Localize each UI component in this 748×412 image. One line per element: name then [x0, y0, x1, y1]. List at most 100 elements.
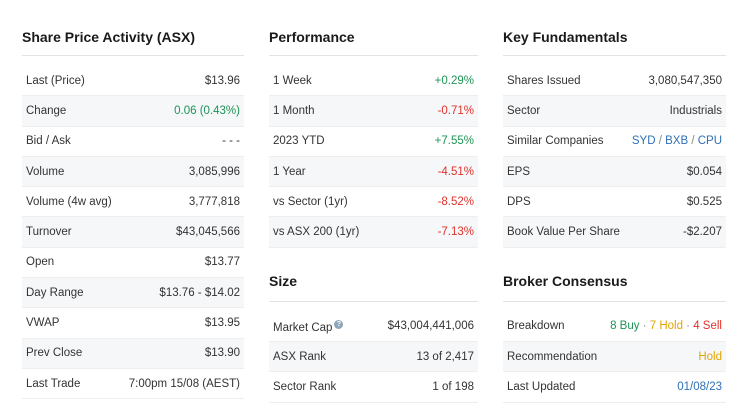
- recommendation-value: Hold: [698, 350, 722, 363]
- row-value: 0.06 (0.43%): [174, 104, 240, 117]
- row-value: $13.77: [204, 256, 240, 269]
- share-price-section: Share Price Activity (ASX) Last (Price) $…: [22, 0, 244, 400]
- row-value: $0.054: [686, 165, 722, 178]
- row-label: 1 Week: [273, 74, 312, 87]
- table-row: Volume 3,085,996: [22, 156, 244, 188]
- row-value: 3,085,996: [188, 165, 240, 178]
- last-updated-value: 01/08/23: [677, 381, 722, 394]
- row-label: Sector: [507, 104, 541, 117]
- table-row: Last Updated 01/08/23: [503, 372, 726, 403]
- row-value: 1 of 198: [432, 381, 474, 394]
- row-value: 13 of 2,417: [416, 350, 474, 363]
- row-label: VWAP: [26, 317, 60, 330]
- row-label: 2023 YTD: [273, 135, 325, 148]
- breakdown-separator: ·: [682, 320, 694, 333]
- similar-company-link-syd[interactable]: SYD: [631, 135, 656, 148]
- row-value: -$2.207: [682, 226, 722, 239]
- similar-company-link-bxb[interactable]: BXB: [665, 135, 689, 148]
- row-value: -7.13%: [437, 226, 474, 239]
- performance-table: 1 Week +0.29% 1 Month -0.71% 2023 YTD +7.55…: [269, 66, 478, 248]
- table-row: Sector Industrials: [503, 96, 726, 127]
- share-price-heading: Share Price Activity (ASX): [22, 0, 244, 56]
- row-value: $13.96: [204, 74, 240, 87]
- fundamentals-heading: Key Fundamentals: [503, 0, 726, 56]
- share-price-table: Last (Price) $13.96 Change 0.06 (0.43%) Bi…: [22, 66, 244, 400]
- row-label: Recommendation: [507, 350, 598, 363]
- market-cap-label: Market Cap: [273, 321, 333, 334]
- hold-count: 7 Hold: [649, 320, 683, 333]
- row-value: 3,080,547,350: [648, 74, 722, 87]
- table-row: 2023 YTD +7.55%: [269, 127, 478, 157]
- table-row: 1 Month -0.71%: [269, 96, 478, 127]
- row-label: vs Sector (1yr): [273, 195, 348, 208]
- table-row: Recommendation Hold: [503, 342, 726, 373]
- row-label: Volume: [26, 165, 65, 178]
- row-label: Volume (4w avg): [26, 195, 112, 208]
- table-row: Volume (4w avg) 3,777,818: [22, 187, 244, 218]
- table-row: vs ASX 200 (1yr) -7.13%: [269, 217, 478, 248]
- table-row: Similar Companies SYD / BXB / CPU: [503, 127, 726, 157]
- table-row: Change 0.06 (0.43%): [22, 96, 244, 127]
- similar-company-link-cpu[interactable]: CPU: [697, 135, 722, 148]
- row-label: 1 Year: [273, 165, 306, 178]
- sell-count: 4 Sell: [693, 320, 722, 333]
- link-separator: /: [655, 135, 666, 148]
- breakdown-separator: ·: [639, 320, 650, 333]
- table-row: Open $13.77: [22, 248, 244, 279]
- link-separator: /: [688, 135, 698, 148]
- table-row: Sector Rank 1 of 198: [269, 372, 478, 403]
- table-row: Day Range $13.76 - $14.02: [22, 278, 244, 309]
- row-value: 3,777,818: [188, 195, 240, 208]
- row-value: $43,004,441,006: [387, 320, 474, 333]
- table-row: DPS $0.525: [503, 187, 726, 218]
- row-label: Market Cap?: [273, 319, 344, 334]
- table-row: EPS $0.054: [503, 156, 726, 188]
- row-label: Last Trade: [26, 377, 81, 390]
- row-value: $13.90: [204, 347, 240, 360]
- row-value: $13.76 - $14.02: [159, 286, 240, 299]
- row-label: Shares Issued: [507, 74, 581, 87]
- row-label: DPS: [507, 195, 531, 208]
- table-row: Turnover $43,045,566: [22, 217, 244, 248]
- performance-section: Performance 1 Week +0.29% 1 Month -0.71% 2…: [269, 0, 478, 403]
- row-label: Book Value Per Share: [507, 226, 620, 239]
- table-row: Bid / Ask - - -: [22, 127, 244, 157]
- table-row: Market Cap? $43,004,441,006: [269, 312, 478, 343]
- table-row: Book Value Per Share -$2.207: [503, 217, 726, 248]
- table-row: ASX Rank 13 of 2,417: [269, 342, 478, 373]
- row-label: Open: [26, 256, 55, 269]
- size-heading: Size: [269, 248, 478, 302]
- table-row: Prev Close $13.90: [22, 338, 244, 369]
- table-row: 1 Week +0.29%: [269, 66, 478, 97]
- row-value: -8.52%: [437, 195, 474, 208]
- table-row: Last Trade 7:00pm 15/08 (AEST): [22, 369, 244, 400]
- help-icon[interactable]: ?: [334, 319, 344, 329]
- row-label: Last (Price): [26, 74, 85, 87]
- row-label: 1 Month: [273, 104, 315, 117]
- table-row: Breakdown 8 Buy · 7 Hold · 4 Sell: [503, 312, 726, 343]
- table-row: Shares Issued 3,080,547,350: [503, 66, 726, 97]
- table-row: vs Sector (1yr) -8.52%: [269, 187, 478, 218]
- similar-companies-links: SYD / BXB / CPU: [632, 135, 722, 147]
- row-value: +0.29%: [434, 74, 474, 87]
- row-label: EPS: [507, 165, 531, 178]
- row-value: Industrials: [669, 104, 722, 117]
- broker-table: Breakdown 8 Buy · 7 Hold · 4 Sell Recomm…: [503, 312, 726, 403]
- fundamentals-table: Shares Issued 3,080,547,350 Sector Industr…: [503, 66, 726, 248]
- row-label: Bid / Ask: [26, 135, 71, 148]
- table-row: 1 Year -4.51%: [269, 156, 478, 188]
- broker-breakdown: 8 Buy · 7 Hold · 4 Sell: [610, 320, 722, 332]
- broker-heading: Broker Consensus: [503, 248, 726, 302]
- row-label: Prev Close: [26, 347, 83, 360]
- size-table: Market Cap? $43,004,441,006 ASX Rank 13 o…: [269, 312, 478, 403]
- table-row: VWAP $13.95: [22, 308, 244, 339]
- row-value: - - -: [222, 135, 240, 148]
- row-label: vs ASX 200 (1yr): [273, 226, 360, 239]
- row-label: Last Updated: [507, 381, 576, 394]
- row-value: $43,045,566: [176, 226, 240, 239]
- row-label: Sector Rank: [273, 381, 337, 394]
- row-label: Breakdown: [507, 320, 565, 333]
- row-label: ASX Rank: [273, 350, 327, 363]
- row-label: Similar Companies: [507, 135, 604, 148]
- row-value: -4.51%: [437, 165, 474, 178]
